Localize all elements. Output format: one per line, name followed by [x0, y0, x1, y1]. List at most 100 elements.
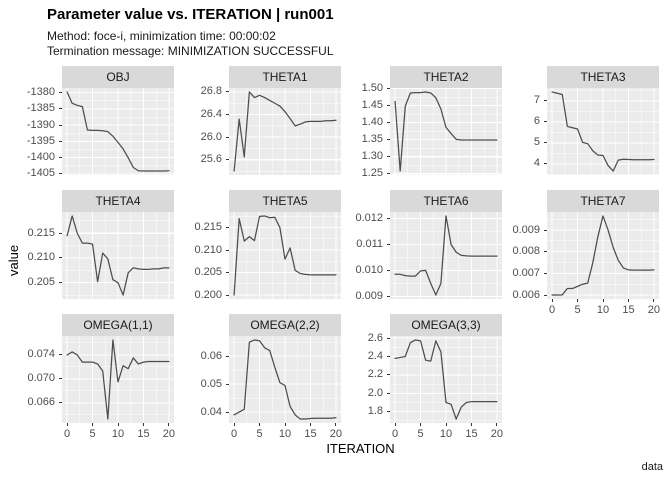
x-tick-mark — [496, 423, 498, 426]
y-tick-mark — [59, 124, 62, 126]
y-tick-mark — [226, 294, 229, 296]
y-tick-mark — [387, 392, 390, 394]
data-line — [233, 339, 337, 420]
x-tick-label: 5 — [574, 304, 581, 316]
y-tick-mark — [387, 243, 390, 245]
plot-subtitle-termination: Termination message: MINIMIZATION SUCCES… — [47, 44, 334, 58]
y-tick-mark — [544, 163, 547, 165]
y-tick-mark — [226, 249, 229, 251]
y-tick-label: 2.0 — [367, 386, 383, 399]
y-tick-label: 0.006 — [512, 288, 540, 301]
x-tick-mark — [66, 423, 68, 426]
y-tick-mark — [59, 257, 62, 259]
y-tick-label: 26.8 — [200, 85, 222, 98]
facet-strip: THETA3 — [547, 66, 659, 88]
y-tick-label: 0.04 — [200, 405, 222, 418]
x-tick-mark — [233, 423, 235, 426]
y-tick-label: 0.215 — [27, 226, 55, 239]
data-line — [551, 215, 655, 296]
y-tick-mark — [544, 251, 547, 253]
x-tick-mark — [394, 423, 396, 426]
facet-title: THETA6 — [423, 194, 469, 208]
facet-strip: THETA6 — [390, 190, 502, 212]
facet-strip: THETA1 — [229, 66, 341, 88]
x-tick-label: 0 — [231, 428, 238, 440]
x-tick-mark — [420, 423, 422, 426]
data-line — [66, 339, 170, 420]
x-tick-label: 0 — [549, 304, 556, 316]
y-tick-label: 0.06 — [200, 349, 222, 362]
plot-title: Parameter value vs. ITERATION | run001 — [47, 6, 334, 23]
x-tick-mark — [142, 423, 144, 426]
y-tick-mark — [544, 229, 547, 231]
x-tick-label: 5 — [89, 428, 96, 440]
y-tick-mark — [387, 269, 390, 271]
y-tick-label: 0.066 — [27, 396, 55, 409]
facet-panel — [62, 88, 174, 175]
facet-title: THETA7 — [580, 194, 626, 208]
facet-title: THETA5 — [262, 194, 308, 208]
y-tick-label: -1400 — [26, 151, 55, 164]
y-tick-mark — [387, 173, 390, 175]
y-tick-mark — [544, 100, 547, 102]
y-tick-label: 0.210 — [27, 251, 55, 264]
y-tick-label: 0.05 — [200, 377, 222, 390]
y-tick-mark — [226, 272, 229, 274]
x-tick-mark — [602, 299, 604, 302]
y-tick-mark — [226, 227, 229, 229]
data-line — [66, 91, 170, 172]
facet-title: OMEGA(3,3) — [411, 318, 481, 332]
y-tick-mark — [544, 272, 547, 274]
data-line — [233, 215, 337, 296]
y-tick-mark — [59, 157, 62, 159]
y-tick-mark — [387, 337, 390, 339]
y-tick-label: 5 — [533, 136, 540, 149]
x-axis-title: ITERATION — [326, 441, 395, 456]
y-tick-mark — [59, 140, 62, 142]
x-tick-label: 0 — [392, 428, 399, 440]
x-tick-label: 20 — [162, 428, 176, 440]
y-tick-mark — [59, 282, 62, 284]
y-tick-mark — [226, 114, 229, 116]
y-tick-mark — [544, 142, 547, 144]
x-tick-label: 0 — [64, 428, 71, 440]
y-tick-label: 0.009 — [355, 289, 383, 302]
y-tick-mark — [387, 105, 390, 107]
y-tick-mark — [387, 374, 390, 376]
y-tick-label: -1385 — [26, 102, 55, 115]
y-tick-label: 0.200 — [194, 288, 222, 301]
y-tick-label: 0.205 — [194, 266, 222, 279]
x-tick-label: 10 — [596, 304, 610, 316]
facet-strip: THETA7 — [547, 190, 659, 212]
y-tick-label: 0.215 — [194, 221, 222, 234]
y-tick-mark — [59, 108, 62, 110]
facet-title: THETA4 — [95, 194, 141, 208]
y-tick-mark — [226, 159, 229, 161]
y-tick-mark — [226, 91, 229, 93]
y-tick-label: -1380 — [26, 86, 55, 99]
facet-title: OBJ — [106, 70, 130, 84]
y-tick-label: 1.35 — [361, 133, 383, 146]
data-line — [394, 91, 498, 172]
y-tick-label: 26.4 — [200, 108, 222, 121]
facet-panel — [547, 88, 659, 175]
y-tick-mark — [387, 411, 390, 413]
y-tick-label: 0.010 — [355, 263, 383, 276]
y-tick-mark — [387, 295, 390, 297]
facet-panel — [229, 88, 341, 175]
x-tick-label: 5 — [417, 428, 424, 440]
facet-strip: THETA4 — [62, 190, 174, 212]
plot-caption: data — [641, 461, 663, 473]
y-tick-label: 6 — [533, 115, 540, 128]
facet-title: THETA2 — [423, 70, 469, 84]
y-tick-label: 1.25 — [361, 167, 383, 180]
x-tick-mark — [470, 423, 472, 426]
y-tick-mark — [59, 354, 62, 356]
y-tick-label: 0.070 — [27, 372, 55, 385]
data-line — [394, 215, 498, 296]
x-tick-mark — [335, 423, 337, 426]
x-tick-label: 10 — [439, 428, 453, 440]
data-line — [394, 339, 498, 420]
y-tick-mark — [387, 122, 390, 124]
facet-strip: OBJ — [62, 66, 174, 88]
